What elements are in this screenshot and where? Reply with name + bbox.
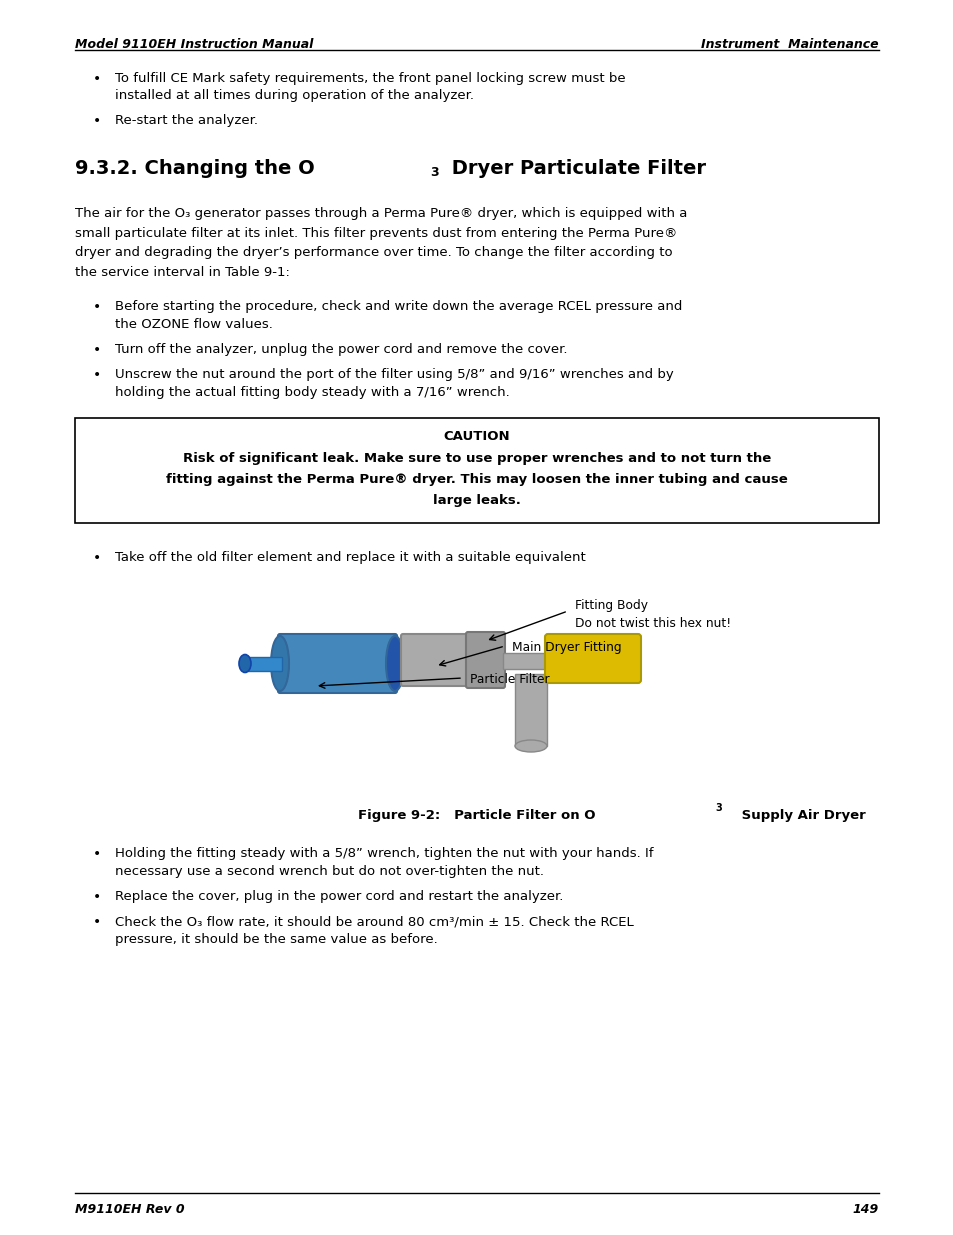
Text: Unscrew the nut around the port of the filter using 5/8” and 9/16” wrenches and : Unscrew the nut around the port of the f…: [115, 368, 673, 382]
Text: 149: 149: [852, 1203, 878, 1216]
Text: Particle Filter: Particle Filter: [470, 673, 549, 685]
Text: necessary use a second wrench but do not over-tighten the nut.: necessary use a second wrench but do not…: [115, 864, 543, 878]
Text: holding the actual fitting body steady with a 7/16” wrench.: holding the actual fitting body steady w…: [115, 387, 509, 399]
Text: •: •: [92, 890, 101, 904]
Text: •: •: [92, 847, 101, 861]
Text: •: •: [92, 915, 101, 929]
Text: Instrument  Maintenance: Instrument Maintenance: [700, 38, 878, 51]
FancyBboxPatch shape: [465, 632, 504, 688]
Text: dryer and degrading the dryer’s performance over time. To change the filter acco: dryer and degrading the dryer’s performa…: [75, 246, 672, 259]
Text: •: •: [92, 72, 101, 86]
FancyBboxPatch shape: [277, 634, 396, 693]
Text: 9.3.2. Changing the O: 9.3.2. Changing the O: [75, 159, 314, 178]
Text: pressure, it should be the same value as before.: pressure, it should be the same value as…: [115, 932, 437, 946]
FancyBboxPatch shape: [400, 634, 470, 685]
Text: Before starting the procedure, check and write down the average RCEL pressure an: Before starting the procedure, check and…: [115, 300, 681, 312]
Text: Holding the fitting steady with a 5/8” wrench, tighten the nut with your hands. : Holding the fitting steady with a 5/8” w…: [115, 847, 653, 860]
Text: Risk of significant leak. Make sure to use proper wrenches and to not turn the: Risk of significant leak. Make sure to u…: [183, 452, 770, 466]
Text: Do not twist this hex nut!: Do not twist this hex nut!: [575, 618, 730, 630]
Text: The air for the O₃ generator passes through a Perma Pure® dryer, which is equipp: The air for the O₃ generator passes thro…: [75, 207, 687, 220]
Ellipse shape: [239, 655, 251, 673]
Text: Re-start the analyzer.: Re-start the analyzer.: [115, 114, 257, 127]
Text: Take off the old filter element and replace it with a suitable equivalent: Take off the old filter element and repl…: [115, 551, 585, 564]
Text: Dryer Particulate Filter: Dryer Particulate Filter: [444, 159, 705, 178]
Text: To fulfill CE Mark safety requirements, the front panel locking screw must be: To fulfill CE Mark safety requirements, …: [115, 72, 625, 85]
Text: Check the O₃ flow rate, it should be around 80 cm³/min ± 15. Check the RCEL: Check the O₃ flow rate, it should be aro…: [115, 915, 633, 927]
FancyBboxPatch shape: [75, 417, 878, 522]
Text: Main Dryer Fitting: Main Dryer Fitting: [512, 641, 621, 655]
Text: Turn off the analyzer, unplug the power cord and remove the cover.: Turn off the analyzer, unplug the power …: [115, 343, 567, 356]
Text: •: •: [92, 343, 101, 357]
Text: •: •: [92, 300, 101, 314]
Text: •: •: [92, 551, 101, 564]
Text: the OZONE flow values.: the OZONE flow values.: [115, 317, 273, 331]
Text: 3: 3: [715, 803, 721, 813]
Text: M9110EH Rev 0: M9110EH Rev 0: [75, 1203, 185, 1216]
Ellipse shape: [271, 636, 289, 692]
FancyBboxPatch shape: [544, 634, 640, 683]
Text: Replace the cover, plug in the power cord and restart the analyzer.: Replace the cover, plug in the power cor…: [115, 890, 563, 903]
Text: Supply Air Dryer: Supply Air Dryer: [737, 809, 864, 823]
Text: Fitting Body: Fitting Body: [575, 599, 647, 613]
FancyBboxPatch shape: [245, 657, 282, 671]
Text: •: •: [92, 114, 101, 128]
FancyBboxPatch shape: [502, 653, 547, 669]
Text: 3: 3: [430, 165, 438, 179]
Text: •: •: [92, 368, 101, 382]
Text: fitting against the Perma Pure® dryer. This may loosen the inner tubing and caus: fitting against the Perma Pure® dryer. T…: [166, 473, 787, 487]
Ellipse shape: [386, 636, 403, 692]
Text: Model 9110EH Instruction Manual: Model 9110EH Instruction Manual: [75, 38, 313, 51]
Text: Figure 9-2:   Particle Filter on O: Figure 9-2: Particle Filter on O: [358, 809, 595, 823]
Text: the service interval in Table 9-1:: the service interval in Table 9-1:: [75, 266, 290, 279]
Ellipse shape: [515, 740, 546, 752]
Text: installed at all times during operation of the analyzer.: installed at all times during operation …: [115, 89, 474, 103]
FancyBboxPatch shape: [515, 674, 546, 746]
Text: large leaks.: large leaks.: [433, 494, 520, 508]
Text: CAUTION: CAUTION: [443, 430, 510, 443]
Text: small particulate filter at its inlet. This filter prevents dust from entering t: small particulate filter at its inlet. T…: [75, 226, 677, 240]
